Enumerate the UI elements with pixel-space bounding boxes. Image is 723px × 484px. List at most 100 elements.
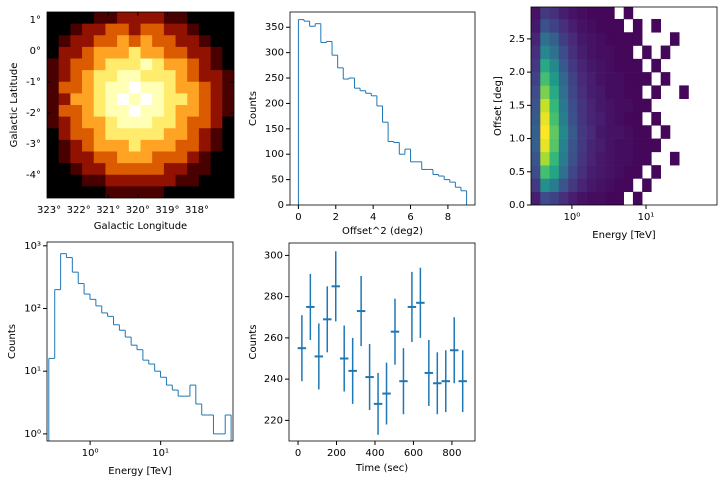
pixel (105, 128, 118, 141)
bin-cell (577, 138, 587, 153)
pixel (128, 35, 141, 48)
bin-cell (558, 7, 569, 20)
y-tick-label: -1° (26, 77, 41, 88)
x-axis-label: Energy [TeV] (592, 230, 655, 241)
bin-cell (540, 138, 550, 153)
bin-cell (595, 98, 606, 113)
bin-cell (605, 72, 615, 86)
pixel (82, 116, 95, 129)
x-tick-label: 0 (295, 448, 301, 459)
bin-cell (531, 151, 541, 166)
bin-cell (540, 165, 550, 179)
pixel (58, 186, 71, 198)
bin-cell (558, 138, 569, 153)
bin-cell (595, 18, 606, 33)
pixel (117, 35, 130, 48)
bin-cell (595, 72, 606, 86)
bin-cell (651, 111, 661, 126)
pixel (222, 46, 234, 59)
bin-cell (568, 151, 578, 166)
pixel (93, 35, 106, 48)
bin-cell (531, 45, 541, 60)
bin-cell (531, 178, 541, 193)
pixel (105, 70, 118, 83)
pixel (47, 81, 60, 94)
pixel (152, 12, 165, 25)
bin-cell (605, 18, 615, 33)
pixel (222, 128, 234, 141)
pixel (128, 105, 141, 118)
y-tick-label: 10³ (24, 241, 41, 252)
bin-cell (577, 32, 587, 46)
pixel (222, 186, 234, 198)
pixel (152, 46, 165, 59)
pixel (47, 163, 60, 176)
x-tick-label: 800 (442, 448, 461, 459)
pixel (58, 128, 71, 141)
pixel (128, 46, 141, 59)
bin-cell (586, 85, 597, 99)
y-tick-label: 350 (265, 22, 284, 33)
pixel (140, 81, 153, 94)
pixel (70, 116, 83, 129)
pixel (105, 139, 118, 152)
bin-cell (605, 125, 615, 139)
pixel (82, 128, 95, 141)
bin-cell (595, 7, 606, 20)
pixel (198, 116, 212, 129)
bin-cell (614, 125, 624, 139)
pixel (105, 93, 118, 106)
bin-cell (577, 45, 587, 60)
bin-cell (558, 191, 569, 205)
x-tick-label: 318° (185, 205, 209, 216)
bin-cell (632, 72, 643, 86)
pixel (82, 105, 95, 118)
bin-cell (540, 32, 550, 46)
pixel (187, 174, 200, 187)
pixel (58, 93, 71, 106)
pixel (82, 163, 95, 176)
bin-cell (651, 85, 661, 99)
bin-cell (632, 18, 643, 33)
x-tick-label: 321° (96, 205, 120, 216)
bin-cell (540, 7, 550, 20)
pixel (198, 105, 212, 118)
bin-cell (586, 151, 597, 166)
pixel (47, 139, 60, 152)
bin-cell (568, 32, 578, 46)
pixel (187, 105, 200, 118)
pixel (70, 70, 83, 83)
pixel (58, 46, 71, 59)
bin-cell (558, 165, 569, 179)
bin-cell (623, 125, 634, 139)
bin-cell (577, 151, 587, 166)
bin-cell (651, 165, 661, 179)
pixel (163, 70, 177, 83)
pixel (163, 174, 177, 187)
pixel (58, 35, 71, 48)
pixel (140, 128, 153, 141)
y-tick-label: 300 (264, 250, 283, 261)
bin-cell (614, 151, 624, 166)
bin-cell (531, 58, 541, 73)
pixel (93, 46, 106, 59)
pixel (82, 12, 95, 25)
bin-cell (642, 45, 652, 60)
pixel (222, 12, 234, 25)
pixel (163, 93, 177, 106)
pixel (82, 81, 95, 94)
bin-cell (614, 18, 624, 33)
pixel (47, 70, 60, 83)
pixel (210, 116, 223, 129)
bin-cell (642, 98, 652, 113)
pixel (140, 46, 153, 59)
pixel (175, 70, 188, 83)
pixel (82, 139, 95, 152)
pixel (47, 46, 60, 59)
pixel (93, 163, 106, 176)
y-tick-label: 1.0 (509, 134, 525, 145)
x-tick-label: 10⁰ (564, 212, 581, 223)
bin-cell (595, 138, 606, 153)
